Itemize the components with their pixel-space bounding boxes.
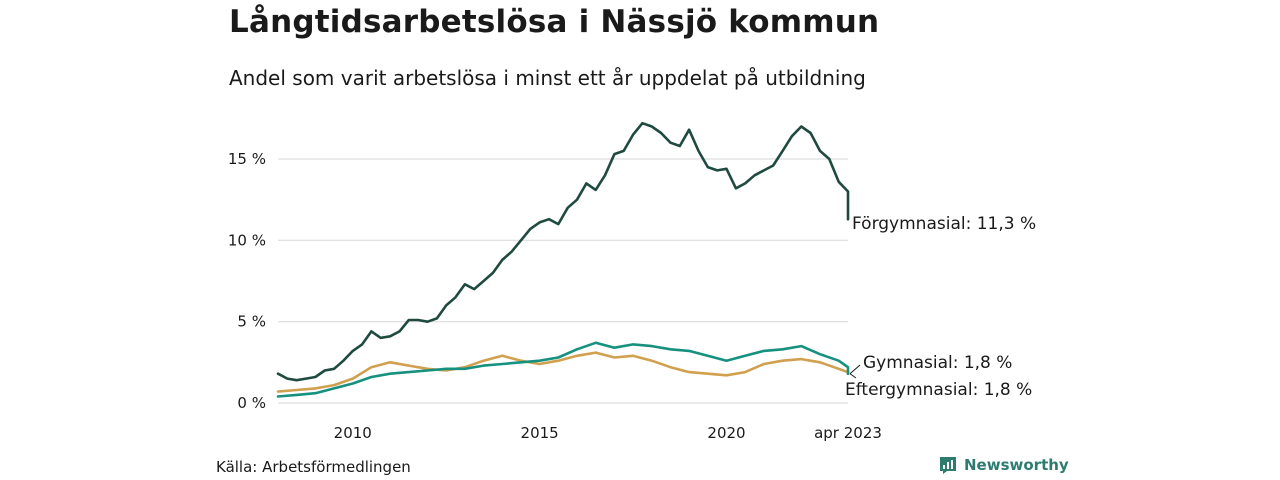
end-label: Förgymnasial: 11,3 % (852, 214, 1036, 234)
y-tick-label: 10 % (228, 231, 266, 249)
series-line-eftergymnasial (276, 351, 850, 393)
leader-line (849, 364, 861, 375)
series-lines (276, 121, 850, 398)
end-labels: Förgymnasial: 11,3 % Gymnasial: 1,8 % Efte… (845, 214, 1036, 400)
x-tick-label: 2010 (334, 424, 372, 442)
series-line-f-rgymnasial (276, 121, 850, 382)
brand-logo: Newsworthy (938, 455, 1069, 475)
chart-title: Långtidsarbetslösa i Nässjö kommun (229, 4, 880, 40)
y-tick-label: 5 % (237, 313, 266, 331)
source-note: Källa: Arbetsförmedlingen (216, 458, 411, 476)
x-tick-label: 2015 (521, 424, 559, 442)
chart-subtitle: Andel som varit arbetslösa i minst ett å… (229, 66, 866, 90)
y-tick-label: 0 % (237, 394, 266, 412)
end-label: Gymnasial: 1,8 % (863, 353, 1012, 373)
x-tick-label: 2020 (707, 424, 745, 442)
brand-name: Newsworthy (964, 456, 1069, 474)
x-axis-ticks: 2010 2015 2020 apr 2023 (334, 424, 882, 442)
newsworthy-icon (940, 457, 956, 474)
end-label: Eftergymnasial: 1,8 % (845, 380, 1032, 400)
y-tick-label: 15 % (228, 150, 266, 168)
series-line-gymnasial (276, 341, 850, 398)
grid-lines (278, 158, 848, 404)
x-tick-label: apr 2023 (814, 424, 882, 442)
leader-line (849, 373, 857, 379)
y-axis-ticks: 0 % 5 % 10 % 15 % (228, 150, 266, 412)
